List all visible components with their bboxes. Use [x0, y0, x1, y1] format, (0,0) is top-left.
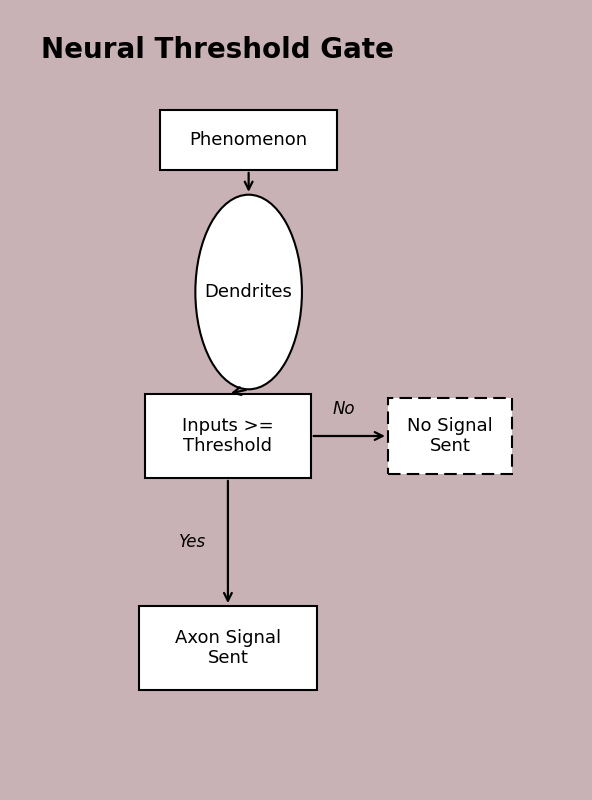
Text: Dendrites: Dendrites — [205, 283, 292, 301]
Text: Neural Threshold Gate: Neural Threshold Gate — [41, 36, 394, 64]
Text: Phenomenon: Phenomenon — [189, 131, 308, 149]
Text: No Signal
Sent: No Signal Sent — [407, 417, 493, 455]
FancyBboxPatch shape — [160, 110, 337, 170]
Text: Yes: Yes — [179, 533, 206, 551]
FancyBboxPatch shape — [139, 606, 317, 690]
FancyBboxPatch shape — [145, 394, 311, 478]
Ellipse shape — [195, 194, 302, 390]
FancyBboxPatch shape — [388, 398, 512, 474]
Text: Axon Signal
Sent: Axon Signal Sent — [175, 629, 281, 667]
Text: Inputs >=
Threshold: Inputs >= Threshold — [182, 417, 274, 455]
Text: No: No — [332, 400, 355, 418]
